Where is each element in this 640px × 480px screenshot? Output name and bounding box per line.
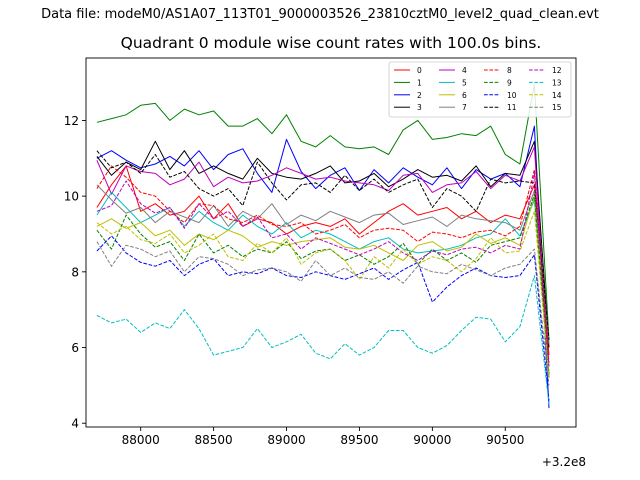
series-line-6: [96, 195, 550, 376]
legend-label-5: 5: [462, 78, 467, 87]
legend-label-11: 11: [507, 103, 517, 112]
x-offset-label: +3.2e8: [542, 455, 586, 469]
legend-label-7: 7: [462, 103, 467, 112]
x-tick-label: 90000: [413, 433, 451, 447]
series-line-7: [96, 184, 550, 344]
series-line-9: [96, 193, 550, 375]
series-line-4: [96, 146, 550, 378]
legend-label-15: 15: [552, 103, 562, 112]
x-tick-label: 88000: [122, 433, 160, 447]
x-tick-label: 89000: [267, 433, 305, 447]
series-line-1: [96, 84, 550, 341]
series-line-0: [96, 165, 550, 356]
legend-label-2: 2: [417, 91, 422, 100]
series-line-14: [96, 210, 550, 378]
x-tick-label: 88500: [195, 433, 233, 447]
legend-label-8: 8: [507, 66, 512, 75]
y-tick-label: 12: [64, 114, 79, 128]
figure-suptitle: Data file: modeM0/AS1A07_113T01_90000035…: [41, 7, 599, 22]
legend-label-0: 0: [417, 66, 422, 75]
x-tick-label: 90500: [486, 433, 524, 447]
legend-label-13: 13: [552, 78, 562, 87]
series-line-12: [96, 172, 550, 367]
legend-box: [388, 61, 572, 118]
legend-label-14: 14: [552, 91, 562, 100]
chart-title: Quadrant 0 module wise count rates with …: [120, 34, 542, 52]
legend-label-4: 4: [462, 66, 467, 75]
legend-label-10: 10: [507, 91, 517, 100]
legend-label-1: 1: [417, 78, 422, 87]
series-line-8: [96, 165, 550, 363]
x-tick-label: 89500: [340, 433, 378, 447]
legend-label-9: 9: [507, 78, 512, 87]
y-tick-label: 8: [71, 265, 79, 279]
series-line-3: [96, 140, 550, 348]
series-line-13: [96, 275, 550, 405]
y-tick-label: 10: [64, 190, 79, 204]
series-line-15: [96, 241, 550, 386]
legend-label-3: 3: [417, 103, 422, 112]
series-line-11: [96, 150, 550, 341]
plot-frame: [85, 57, 577, 428]
legend-label-12: 12: [552, 66, 562, 75]
y-tick-label: 4: [71, 417, 79, 431]
legend-label-6: 6: [462, 91, 467, 100]
y-tick-label: 6: [71, 341, 79, 355]
